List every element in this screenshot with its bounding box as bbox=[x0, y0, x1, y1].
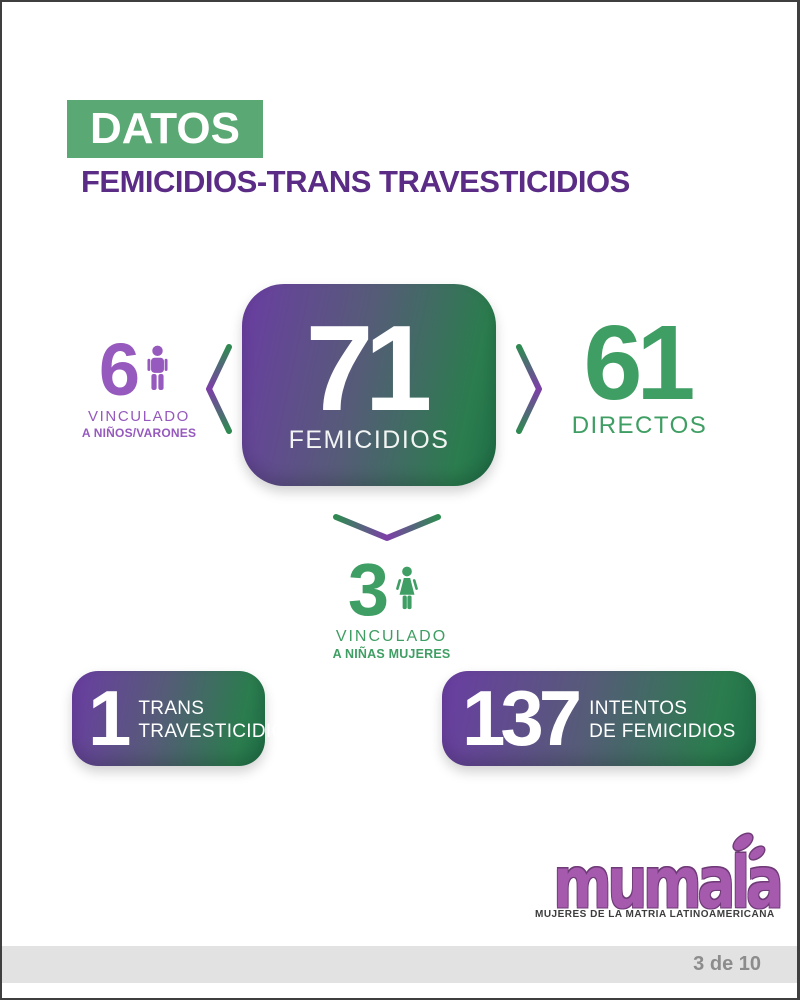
butterfly-icon bbox=[732, 832, 766, 861]
vinculado-ninas-stat: 3 VINCULADO A NIÑAS MUJERES bbox=[304, 548, 479, 661]
trans-travesticidio-label: TRANS TRAVESTICIDIO bbox=[138, 698, 286, 744]
page-indicator: 3 de 10 bbox=[693, 953, 761, 975]
vinculado-ninas-value: 3 bbox=[347, 548, 389, 631]
femicidios-total-value: 71 bbox=[305, 299, 433, 436]
directos-stat: 61 DIRECTOS bbox=[557, 304, 722, 440]
trans-travesticidio-label-line1: TRANS bbox=[138, 697, 205, 719]
directos-label: DIRECTOS bbox=[571, 412, 708, 440]
chevron-left-icon bbox=[206, 344, 232, 434]
vinculado-ninas-label: VINCULADO bbox=[335, 627, 448, 645]
female-figure-icon bbox=[396, 566, 418, 610]
vinculado-ninos-value: 6 bbox=[98, 328, 140, 411]
page-title: DATOS bbox=[90, 104, 240, 153]
page-subtitle: FEMICIDIOS-TRANS TRAVESTICIDIOS bbox=[81, 164, 630, 199]
intentos-femicidios-label: INTENTOS DE FEMICIDIOS bbox=[589, 698, 735, 744]
femicidios-total-card: 71 FEMICIDIOS bbox=[242, 284, 496, 486]
vinculado-ninos-stat: 6 VINCULADO A NIÑOS/VARONES bbox=[59, 328, 219, 440]
femicidios-total-label: FEMICIDIOS bbox=[288, 426, 450, 455]
intentos-femicidios-label-line2: DE FEMICIDIOS bbox=[589, 720, 736, 742]
directos-value: 61 bbox=[583, 304, 696, 422]
title-banner: DATOS bbox=[67, 100, 263, 158]
chevron-down-icon bbox=[333, 514, 441, 541]
vinculado-ninos-sublabel: A NIÑOS/VARONES bbox=[81, 425, 197, 440]
chevron-right-icon bbox=[516, 344, 542, 434]
trans-travesticidio-value: 1 bbox=[88, 674, 131, 763]
intentos-femicidios-card: 137 INTENTOS DE FEMICIDIOS bbox=[442, 671, 756, 766]
intentos-femicidios-value: 137 bbox=[462, 674, 582, 763]
trans-travesticidio-label-line2: TRAVESTICIDIO bbox=[138, 720, 287, 742]
intentos-femicidios-label-line1: INTENTOS bbox=[589, 697, 688, 719]
page-indicator-bar: 3 de 10 bbox=[2, 946, 797, 983]
vinculado-ninas-value-row: 3 bbox=[304, 548, 479, 631]
vinculado-ninas-sublabel: A NIÑAS MUJERES bbox=[332, 646, 451, 661]
trans-travesticidio-card: 1 TRANS TRAVESTICIDIO bbox=[72, 671, 286, 766]
male-figure-icon bbox=[147, 345, 168, 390]
mumala-logo-tagline: MUJERES DE LA MATRIA LATINOAMERICANA bbox=[535, 909, 775, 920]
vinculado-ninos-label: VINCULADO bbox=[88, 407, 190, 425]
vinculado-ninos-value-row: 6 bbox=[59, 328, 219, 411]
